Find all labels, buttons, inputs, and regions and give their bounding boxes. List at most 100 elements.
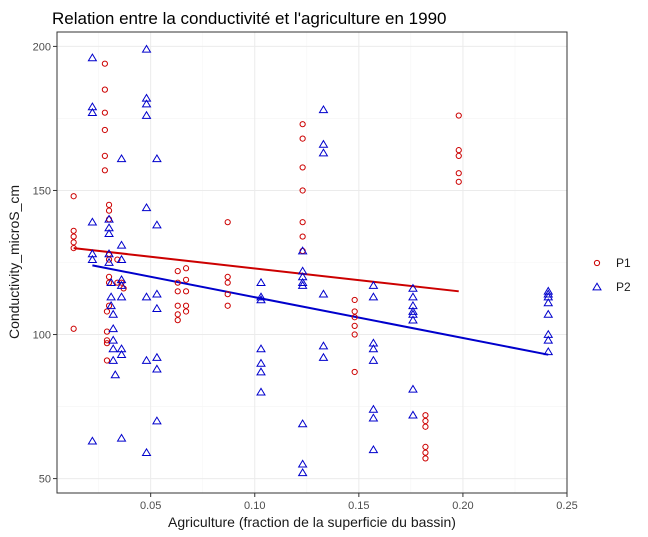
- y-axis-ticks: 50 100 150 200: [33, 41, 57, 486]
- x-tick-label: 0.25: [556, 500, 577, 512]
- x-axis-title: Agriculture (fraction de la superficie d…: [168, 514, 456, 530]
- data-point-p2: [256, 358, 266, 367]
- data-point-p2: [141, 44, 152, 53]
- data-point-p1: [174, 311, 181, 318]
- data-point-p1: [105, 207, 113, 214]
- data-point-p2: [318, 289, 329, 298]
- data-point-p2: [104, 228, 114, 238]
- data-point-p2: [104, 214, 114, 223]
- data-point-p2: [141, 447, 152, 457]
- data-point-p2: [318, 352, 329, 361]
- data-point-p1: [455, 170, 462, 177]
- data-point-p1: [101, 109, 108, 116]
- data-point-p2: [368, 355, 379, 364]
- y-tick-label: 50: [39, 474, 51, 486]
- data-point-p1: [224, 273, 231, 281]
- data-point-p2: [318, 341, 329, 350]
- data-point-p2: [116, 280, 127, 289]
- data-point-p1: [455, 178, 462, 185]
- data-point-p2: [256, 292, 266, 301]
- data-point-p2: [152, 303, 162, 312]
- data-point-p2: [152, 352, 162, 361]
- data-point-p2: [297, 246, 308, 255]
- data-point-p1: [105, 201, 113, 208]
- data-point-p2: [297, 419, 308, 428]
- x-tick-label: 0.10: [244, 500, 265, 512]
- data-point-p2: [141, 355, 152, 364]
- data-point-p2: [108, 309, 119, 318]
- y-tick-label: 150: [33, 185, 51, 197]
- legend-key-p1: [593, 259, 601, 267]
- x-tick-label: 0.20: [452, 500, 473, 512]
- y-tick-label: 100: [33, 330, 51, 342]
- data-point-p2: [104, 249, 114, 258]
- data-point-p2: [141, 202, 152, 212]
- data-point-p2: [408, 315, 418, 324]
- major-gridlines: [57, 32, 568, 493]
- data-point-p1: [174, 279, 181, 286]
- data-point-p2: [318, 148, 329, 157]
- data-point-p1: [174, 268, 181, 275]
- data-point-p2: [318, 105, 329, 114]
- data-point-p1: [70, 325, 77, 332]
- y-axis-title: Conductivity_microS_cm: [6, 185, 22, 339]
- data-point-p2: [141, 110, 152, 119]
- data-point-p2: [141, 292, 152, 301]
- data-point-p2: [256, 344, 266, 353]
- data-point-p1: [105, 273, 113, 281]
- data-point-p1: [299, 135, 306, 142]
- data-point-p1: [182, 308, 190, 315]
- data-point-p2: [87, 107, 98, 117]
- data-point-p2: [106, 277, 116, 287]
- data-point-p2: [256, 367, 266, 376]
- legend-key-p2: [592, 282, 602, 291]
- data-point-p1: [70, 227, 77, 234]
- data-point-p1: [182, 302, 190, 309]
- data-point-p2: [318, 139, 329, 148]
- data-point-p2: [116, 433, 127, 442]
- data-point-p1: [422, 423, 429, 430]
- data-point-p2: [116, 240, 127, 249]
- data-point-p2: [108, 344, 119, 353]
- data-point-p2: [152, 416, 162, 425]
- data-point-p2: [87, 53, 98, 62]
- data-point-p1: [70, 233, 77, 240]
- data-point-p2: [116, 349, 127, 359]
- data-point-p2: [408, 384, 418, 393]
- x-tick-label: 0.15: [348, 500, 369, 512]
- panel-border: [56, 31, 568, 494]
- data-point-p1: [299, 121, 306, 128]
- data-point-p1: [101, 60, 108, 67]
- data-point-p2: [543, 335, 554, 344]
- data-point-p1: [422, 417, 429, 425]
- data-point-p2: [152, 220, 162, 229]
- data-point-p2: [106, 292, 116, 301]
- data-point-p1: [101, 126, 108, 134]
- data-point-p2: [87, 217, 98, 226]
- data-point-p2: [256, 295, 266, 304]
- data-point-p1: [174, 288, 181, 295]
- data-point-p1: [422, 449, 429, 456]
- data-point-p2: [408, 292, 418, 301]
- data-point-p2: [543, 298, 554, 307]
- data-point-p1: [455, 112, 462, 119]
- data-point-p2: [408, 306, 418, 315]
- data-point-p1: [70, 244, 77, 252]
- trend-lines: [73, 247, 549, 356]
- data-point-p1: [103, 357, 111, 364]
- data-point-p1: [174, 302, 181, 309]
- data-point-p1: [103, 337, 111, 344]
- data-point-p1: [182, 265, 190, 272]
- data-point-p1: [351, 308, 358, 315]
- x-tick-label: 0.05: [140, 500, 161, 512]
- data-point-p1: [224, 219, 231, 226]
- data-point-p1: [351, 296, 358, 304]
- data-point-p1: [455, 147, 462, 154]
- x-axis-ticks: 0.05 0.10 0.15 0.20 0.25: [140, 493, 578, 512]
- data-point-p2: [116, 292, 127, 301]
- trend-line-p1: [73, 247, 459, 293]
- data-point-p1: [422, 412, 429, 419]
- data-point-p2: [110, 370, 121, 379]
- data-point-p1: [224, 291, 231, 298]
